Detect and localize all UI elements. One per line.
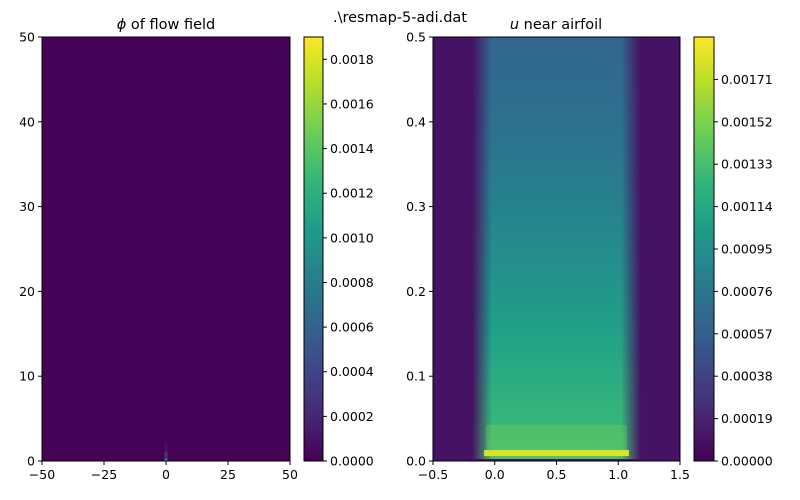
phi-plume xyxy=(164,443,168,459)
x-tick-label: 25 xyxy=(220,467,236,482)
colorbar-tick-label: 0.00133 xyxy=(721,157,773,172)
u-heatmap-area xyxy=(433,37,680,461)
colorbar-tick-label: 0.00095 xyxy=(721,242,773,257)
y-tick-label: 0.3 xyxy=(406,199,426,214)
x-tick-label: 0.5 xyxy=(547,467,567,482)
colorbar-tick-label: 0.0014 xyxy=(330,141,374,156)
phi-background-cells xyxy=(42,37,290,461)
colorbar-tick-label: 0.0010 xyxy=(330,230,374,245)
y-tick-label: 30 xyxy=(19,199,35,214)
colorbar-tick-label: 0.00152 xyxy=(721,114,773,129)
colorbar-gradient xyxy=(693,36,715,462)
colorbar-tick-label: 0.0018 xyxy=(330,52,374,67)
colorbar-tick-label: 0.0000 xyxy=(330,454,374,469)
phi-plot-title: ϕ of flow field xyxy=(117,17,216,33)
x-tick-label: 1.0 xyxy=(608,467,628,482)
x-tick-label: −25 xyxy=(91,467,117,482)
u-y-axis: 0.0 0.1 0.2 0.3 0.4 0.5 xyxy=(406,30,433,469)
colorbar-tick-label: 0.0002 xyxy=(330,409,374,424)
figure-suptitle: .\resmap-5-adi.dat xyxy=(333,10,467,26)
y-tick-label: 10 xyxy=(19,369,35,384)
y-tick-label: 0.0 xyxy=(406,454,426,469)
phi-heatmap-area xyxy=(42,37,290,461)
colorbar-tick-label: 0.00019 xyxy=(721,411,773,426)
colorbar-tick-label: 0.00171 xyxy=(721,72,773,87)
colorbar-tick-label: 0.00057 xyxy=(721,326,773,341)
u-colorbar: 0.00000 0.00019 0.00038 0.00057 0.00076 0.000… xyxy=(693,36,773,469)
x-tick-label: 0 xyxy=(162,467,170,482)
x-tick-label: 0.0 xyxy=(485,467,505,482)
colorbar-tick-label: 0.0008 xyxy=(330,275,374,290)
y-tick-label: 0.4 xyxy=(406,114,426,129)
x-tick-label: 1.5 xyxy=(670,467,690,482)
y-tick-label: 0 xyxy=(27,454,35,469)
u-central-band xyxy=(472,37,641,461)
y-tick-label: 20 xyxy=(19,284,35,299)
x-tick-label: 50 xyxy=(282,467,298,482)
colorbar-tick-label: 0.00000 xyxy=(721,454,773,469)
colorbar-tick-label: 0.00076 xyxy=(721,284,773,299)
colorbar-tick-label: 0.0012 xyxy=(330,186,374,201)
y-tick-label: 50 xyxy=(19,30,35,45)
y-tick-label: 0.1 xyxy=(406,369,426,384)
u-near-airfoil-panel: u near airfoil −0.5 0.0 0.5 1.0 1.5 0.00.10.… xyxy=(406,17,690,482)
y-tick-label: 0.5 xyxy=(406,30,426,45)
colorbar-tick-label: 0.00038 xyxy=(721,369,773,384)
colorbar-tick-label: 0.00114 xyxy=(721,199,773,214)
phi-feature-1 xyxy=(165,457,167,461)
u-surface-peak xyxy=(484,450,629,457)
phi-flow-field-panel: ϕ of flow field −50 −25 0 25 50 0 10 20 30 40 50 xyxy=(19,17,298,482)
u-wall-row xyxy=(433,459,680,461)
u-x-axis: −0.5 0.0 0.5 1.0 1.5 xyxy=(418,461,690,482)
y-tick-label: 0.2 xyxy=(406,284,426,299)
colorbar-tick-label: 0.0016 xyxy=(330,96,374,111)
phi-y-axis: 0 10 20 30 40 50 xyxy=(19,30,42,469)
phi-x-axis: −50 −25 0 25 50 xyxy=(29,461,298,482)
u-near-surface-glow xyxy=(486,425,627,454)
colorbar-tick-label: 0.0004 xyxy=(330,364,374,379)
x-tick-label: −50 xyxy=(29,467,55,482)
colorbar-gradient xyxy=(303,36,324,462)
u-plot-title: u near airfoil xyxy=(510,17,602,33)
x-tick-label: −0.5 xyxy=(418,467,448,482)
colorbar-tick-label: 0.0006 xyxy=(330,320,374,335)
y-tick-label: 40 xyxy=(19,114,35,129)
phi-colorbar: 0.0000 0.0002 0.0004 0.0006 0.0008 0.0010 0.00… xyxy=(303,36,374,469)
